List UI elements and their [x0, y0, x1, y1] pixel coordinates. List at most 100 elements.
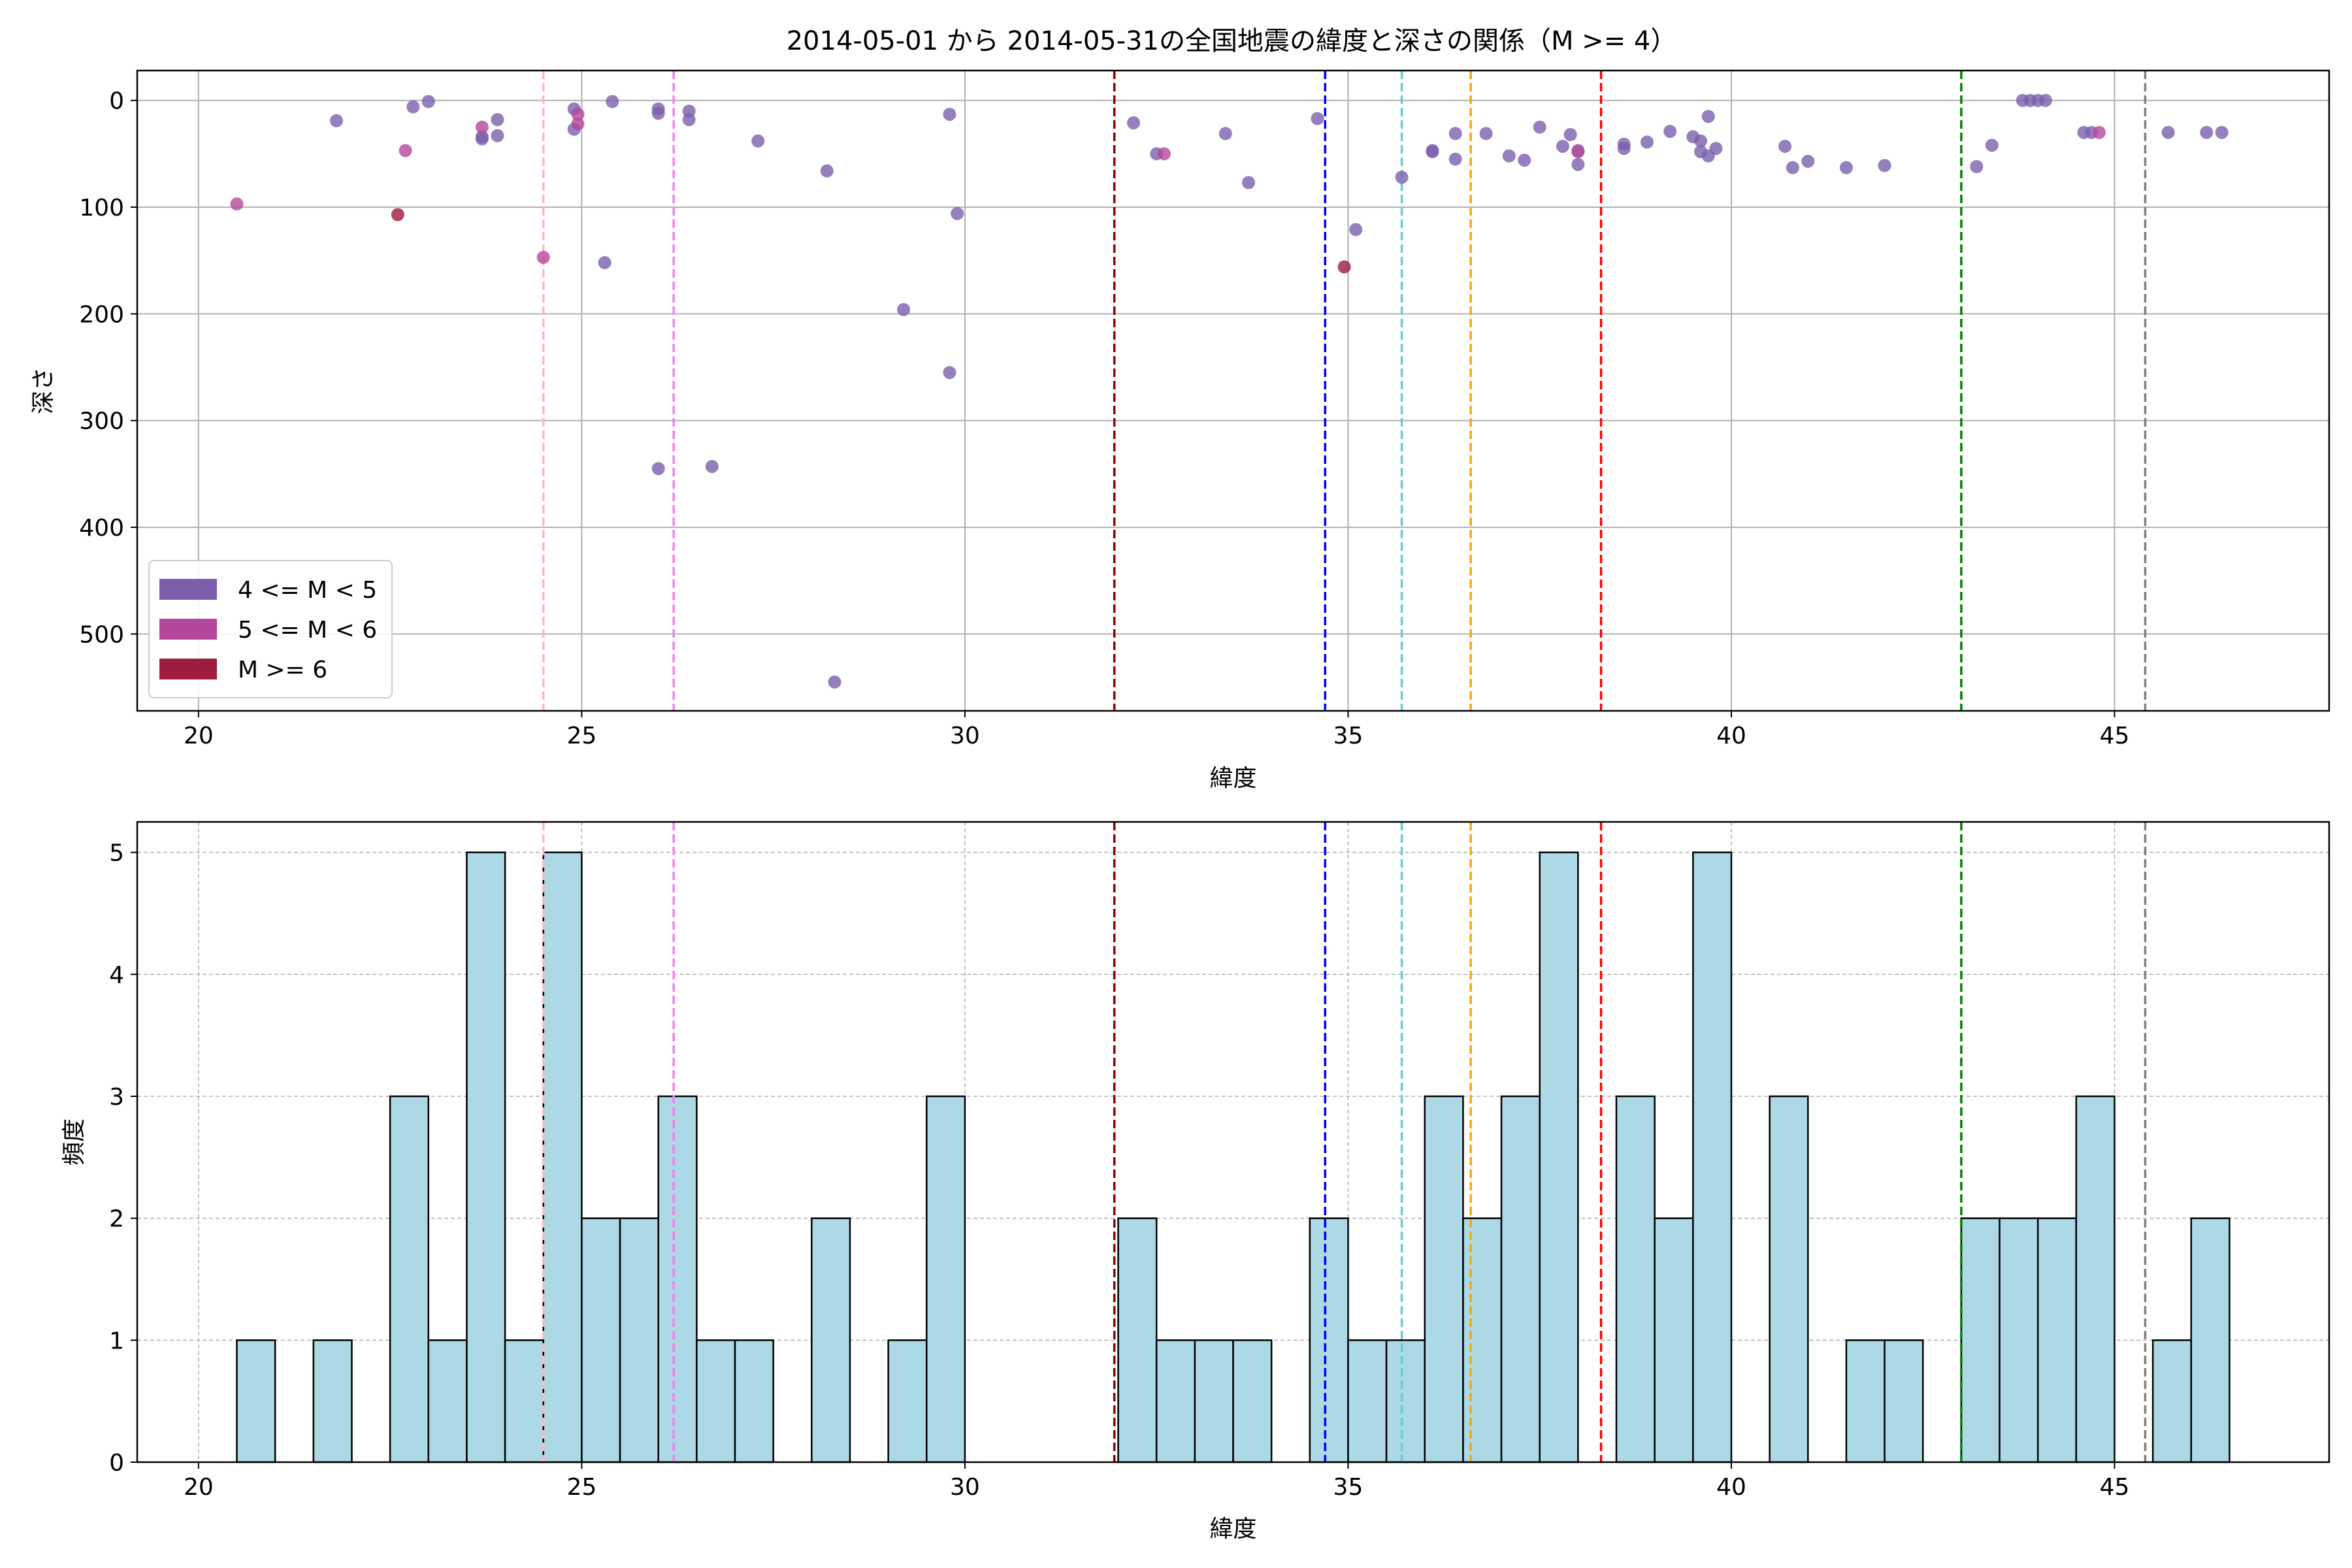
scatter-x-tick-label: 40 — [1716, 723, 1746, 749]
scatter-point — [1778, 139, 1792, 153]
scatter-x-tick-label: 35 — [1333, 723, 1364, 749]
histogram-bar — [1615, 1095, 1656, 1463]
histogram-bar — [811, 1217, 851, 1463]
histogram-bar — [2151, 1339, 2193, 1463]
histogram-bar — [312, 1339, 353, 1463]
scatter-point — [1337, 260, 1351, 274]
scatter-point — [1839, 161, 1853, 174]
histogram-y-tick-label: 5 — [109, 840, 124, 867]
histogram-bar — [466, 851, 506, 1463]
scatter-point — [606, 95, 619, 108]
scatter-point — [1694, 134, 1708, 148]
histogram-y-axis-label: 頻度 — [61, 1119, 88, 1166]
histogram-x-tick-label: 35 — [1333, 1474, 1364, 1501]
scatter-point — [2161, 125, 2175, 139]
histogram-bar — [2190, 1217, 2230, 1463]
histogram-bar — [1845, 1339, 1886, 1463]
scatter-point — [1556, 139, 1569, 153]
scatter-y-tick-label: 400 — [79, 515, 124, 542]
histogram-bar — [887, 1339, 928, 1463]
scatter-point — [1426, 145, 1439, 159]
histogram-bar — [236, 1339, 276, 1463]
histogram-bar — [2036, 1217, 2078, 1463]
scatter-point — [1448, 127, 1462, 140]
scatter-point — [2200, 125, 2213, 139]
scatter-point — [1241, 176, 1255, 189]
scatter-point — [828, 675, 841, 689]
scatter-point — [536, 250, 550, 264]
scatter-y-tick-label: 0 — [109, 88, 124, 115]
scatter-point — [1395, 171, 1409, 184]
scatter-point — [475, 120, 489, 134]
histogram-bar — [1999, 1217, 2039, 1463]
scatter-point — [1311, 112, 1324, 125]
scatter-panel: 20 25 30 35 40 45 0 100 200 300 400 500 緯度 深さ 4 <= M <… — [30, 69, 2330, 792]
histogram-bar — [1385, 1339, 1426, 1463]
histogram-x-axis-label: 緯度 — [1209, 1516, 1256, 1543]
scatter-point — [1502, 149, 1516, 163]
scatter-point — [391, 208, 404, 221]
scatter-plot-area — [137, 71, 2329, 711]
scatter-y-tick-label: 300 — [79, 408, 124, 435]
scatter-x-tick-label: 30 — [950, 723, 980, 749]
scatter-point — [399, 144, 412, 157]
scatter-point — [571, 107, 585, 121]
histogram-bar — [1769, 1095, 1809, 1463]
scatter-y-axis-label: 深さ — [30, 367, 57, 414]
histogram-x-tick-label: 20 — [184, 1474, 214, 1501]
histogram-bar — [1462, 1217, 1503, 1463]
histogram-bar — [1347, 1339, 1388, 1463]
histogram-bar — [1500, 1095, 1541, 1463]
histogram-y-tick-label: 4 — [109, 962, 124, 988]
scatter-point — [230, 197, 244, 211]
scatter-point — [2038, 93, 2052, 107]
legend-swatch — [159, 659, 217, 679]
histogram-y-tick-label: 2 — [109, 1206, 124, 1233]
scatter-point — [1801, 154, 1815, 168]
scatter-point — [705, 459, 719, 473]
scatter-point — [897, 302, 911, 316]
histogram-x-tick-label: 30 — [950, 1474, 980, 1501]
histogram-bar — [1232, 1339, 1273, 1463]
histogram-bar — [581, 1217, 621, 1463]
scatter-point — [943, 107, 956, 121]
histogram-bar — [1155, 1339, 1196, 1463]
scatter-y-tick-label: 100 — [79, 195, 124, 221]
scatter-x-tick-label: 25 — [566, 723, 596, 749]
histogram-bar — [389, 1095, 430, 1463]
scatter-point — [820, 164, 834, 178]
scatter-point — [951, 206, 964, 220]
scatter-x-tick-label: 20 — [184, 723, 214, 749]
histogram-frame — [136, 821, 2330, 1463]
scatter-point — [1157, 147, 1171, 161]
histogram-bar — [1194, 1339, 1234, 1463]
histogram-bar — [504, 1339, 544, 1463]
scatter-point — [1663, 125, 1677, 139]
scatter-point — [1218, 127, 1232, 140]
histogram-bar — [1424, 1095, 1464, 1463]
scatter-y-tick-label: 200 — [79, 301, 124, 328]
scatter-point — [598, 256, 612, 269]
figure-title: 2014-05-01 から 2014-05-31の全国地震の緯度と深さの関係（M… — [787, 26, 1677, 56]
scatter-point — [943, 366, 956, 380]
scatter-frame — [136, 69, 2330, 712]
histogram-y-tick-label: 3 — [109, 1084, 124, 1111]
histogram-bar — [542, 851, 583, 1463]
histogram-bar — [696, 1339, 736, 1463]
scatter-point — [1448, 152, 1462, 166]
histogram-bar — [1884, 1339, 1924, 1463]
scatter-x-tick-label: 45 — [2100, 723, 2130, 749]
scatter-point — [421, 95, 435, 108]
scatter-point — [1786, 161, 1799, 174]
histogram-bar — [619, 1217, 659, 1463]
scatter-point — [491, 113, 504, 127]
histogram-x-tick-label: 45 — [2100, 1474, 2130, 1501]
histogram-bar — [1692, 851, 1733, 1463]
scatter-point — [1878, 159, 1891, 172]
scatter-point — [1571, 145, 1585, 159]
scatter-x-axis-label: 緯度 — [1209, 765, 1256, 792]
scatter-point — [2215, 125, 2229, 139]
histogram-x-tick-label: 25 — [566, 1474, 596, 1501]
